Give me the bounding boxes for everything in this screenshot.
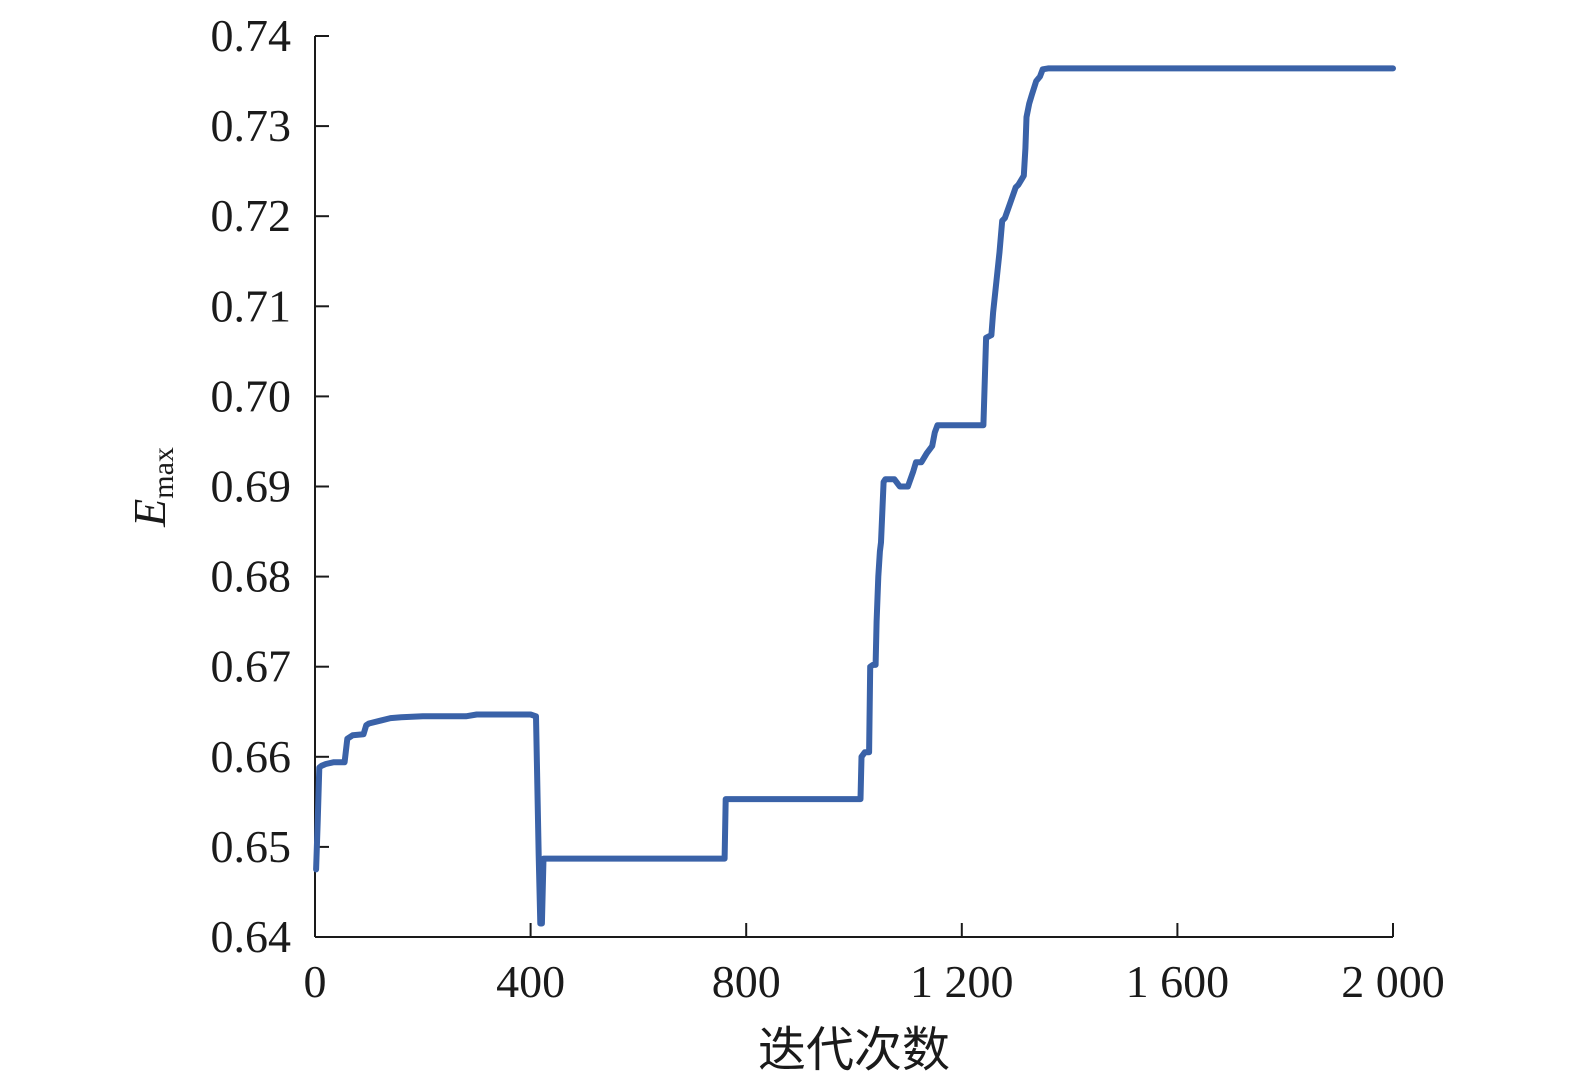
- series-layer: [313, 65, 1396, 927]
- x-axis-label: 迭代次数: [758, 1022, 950, 1078]
- x-tick-label: 0: [304, 956, 327, 1007]
- y-tick-label: 0.65: [211, 821, 292, 872]
- y-axis: 0.64 0.65 0.66 0.67 0.68 0.69 0.70 0.71 0.72 0.73…: [211, 10, 329, 962]
- x-tick-label: 1 600: [1126, 956, 1230, 1007]
- y-tick-label: 0.66: [211, 731, 292, 782]
- x-tick-label: 400: [496, 956, 565, 1007]
- x-axis: 0 400 800 1 200 1 600 2 000: [304, 923, 1445, 1007]
- y-tick-label: 0.70: [211, 370, 292, 421]
- y-tick-label: 0.64: [211, 911, 292, 962]
- y-tick-label: 0.72: [211, 190, 292, 241]
- y-axis-label-main: E: [124, 499, 175, 528]
- y-tick-label: 0.67: [211, 641, 292, 692]
- y-axis-label: Emax: [124, 447, 180, 528]
- x-tick-label: 800: [712, 956, 781, 1007]
- y-axis-label-sub: max: [147, 447, 180, 499]
- y-tick-label: 0.74: [211, 10, 292, 61]
- series-line: [313, 65, 1396, 927]
- y-tick-label: 0.69: [211, 461, 292, 512]
- y-tick-label: 0.73: [211, 100, 292, 151]
- y-tick-label: 0.68: [211, 551, 292, 602]
- y-tick-label: 0.71: [211, 280, 292, 331]
- x-tick-label: 1 200: [910, 956, 1014, 1007]
- x-tick-label: 2 000: [1341, 956, 1445, 1007]
